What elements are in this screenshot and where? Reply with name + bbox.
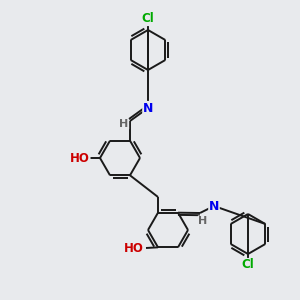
Text: Cl: Cl [242,259,254,272]
Text: H: H [198,216,208,226]
Text: H: H [119,119,129,129]
Text: N: N [209,200,219,212]
Text: HO: HO [124,242,144,254]
Text: Cl: Cl [142,13,154,26]
Text: HO: HO [70,152,90,164]
Text: N: N [143,101,153,115]
